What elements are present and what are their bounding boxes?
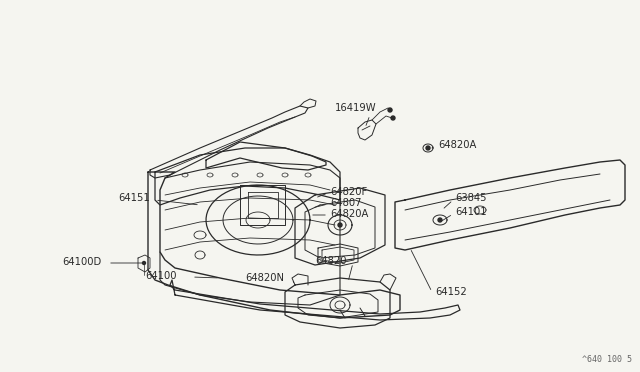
Text: 64101: 64101 bbox=[455, 207, 486, 217]
Text: 64100D: 64100D bbox=[62, 257, 101, 267]
Text: 63845: 63845 bbox=[455, 193, 486, 203]
Text: 64151: 64151 bbox=[118, 193, 150, 203]
Text: ^640 100 5: ^640 100 5 bbox=[582, 355, 632, 364]
Polygon shape bbox=[438, 218, 442, 222]
Text: 64820: 64820 bbox=[315, 256, 346, 266]
Text: 64820N: 64820N bbox=[245, 273, 284, 283]
Polygon shape bbox=[391, 116, 395, 120]
Polygon shape bbox=[426, 146, 430, 150]
Text: 64820F: 64820F bbox=[330, 187, 367, 197]
Text: 64820A: 64820A bbox=[330, 209, 369, 219]
Polygon shape bbox=[143, 262, 145, 264]
Polygon shape bbox=[388, 108, 392, 112]
Text: 64820A: 64820A bbox=[438, 140, 476, 150]
Polygon shape bbox=[338, 223, 342, 227]
Text: 16419W: 16419W bbox=[335, 103, 376, 113]
Text: 64100: 64100 bbox=[145, 271, 177, 281]
Text: 64807: 64807 bbox=[330, 198, 362, 208]
Text: 64152: 64152 bbox=[435, 287, 467, 297]
